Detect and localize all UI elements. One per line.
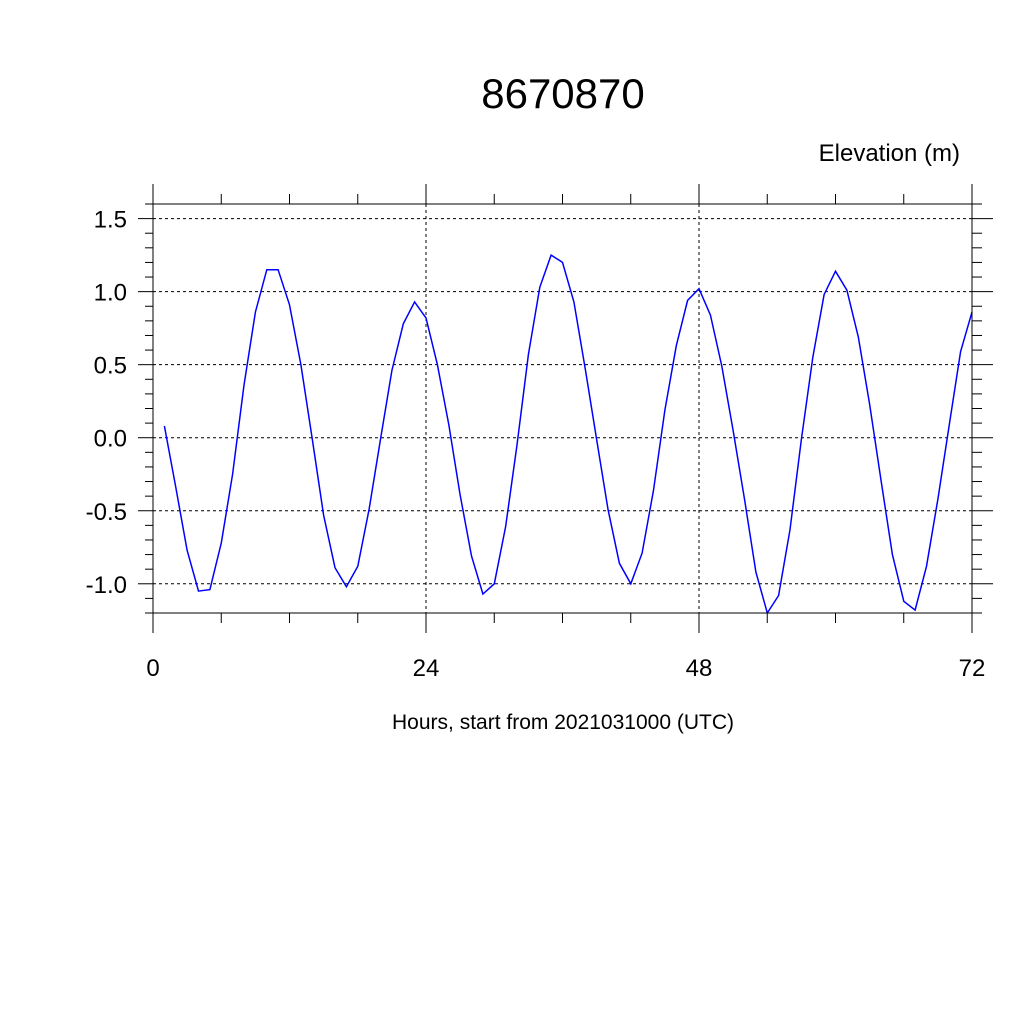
- x-tick-label: 0: [146, 655, 159, 682]
- y-tick-label: -1.0: [86, 572, 127, 599]
- y-tick-labels: -1.0 -0.5 0.0 0.5 1.0 1.5: [86, 207, 127, 599]
- series-group: [163, 253, 973, 615]
- x-tick-label: 48: [686, 655, 713, 682]
- plot-frame: [152, 203, 973, 614]
- x-tick-label: 24: [413, 655, 440, 682]
- grid: [153, 204, 972, 613]
- y-tick-label: 0.5: [94, 353, 127, 380]
- x-tick-labels: 0 24 48 72: [146, 655, 985, 682]
- y-tick-label: -0.5: [86, 499, 127, 526]
- elevation-series-line: [163, 253, 973, 615]
- chart-title: 8670870: [481, 70, 645, 117]
- axis-ticks: [138, 184, 993, 633]
- x-tick-label: 72: [959, 655, 986, 682]
- chart-subtitle: Elevation (m): [819, 140, 960, 167]
- y-tick-label: 0.0: [94, 426, 127, 453]
- x-axis-label: Hours, start from 2021031000 (UTC): [392, 711, 734, 734]
- y-tick-label: 1.5: [94, 207, 127, 234]
- y-tick-label: 1.0: [94, 280, 127, 307]
